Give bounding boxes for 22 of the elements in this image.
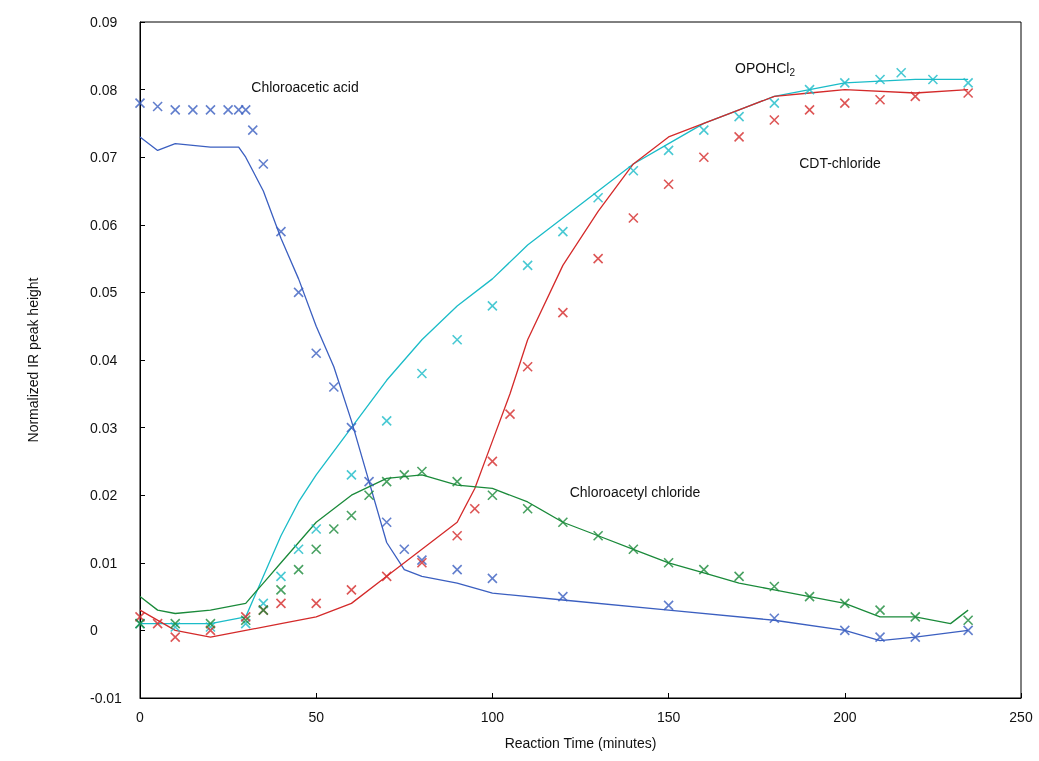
y-tick-label: 0.05 bbox=[90, 284, 118, 301]
y-tick-label: 0.06 bbox=[90, 216, 118, 233]
x-tick-label: 0 bbox=[136, 709, 145, 725]
y-tick-label: 0.09 bbox=[90, 14, 118, 30]
x-tick-label: 250 bbox=[1009, 709, 1033, 725]
x-tick-label: 100 bbox=[480, 709, 505, 725]
x-tick-label: 50 bbox=[308, 709, 325, 725]
y-tick-label: 0.03 bbox=[90, 419, 118, 436]
annotation: Chloroacetyl chloride bbox=[569, 484, 701, 500]
y-tick-label: 0.02 bbox=[90, 487, 118, 504]
y-tick-label: 0.08 bbox=[90, 81, 118, 98]
y-tick-label: 0.04 bbox=[90, 352, 118, 368]
y-tick-label: 0.07 bbox=[90, 149, 118, 166]
y-tick-label: 0.01 bbox=[90, 554, 118, 571]
annotation: Chloroacetic acid bbox=[251, 79, 359, 95]
x-tick-label: 150 bbox=[656, 709, 681, 725]
y-tick-label: 0 bbox=[90, 622, 98, 639]
y-tick-label: -0.01 bbox=[90, 690, 123, 706]
x-tick-label: 200 bbox=[833, 709, 857, 725]
x-axis-title: Reaction Time (minutes) bbox=[504, 735, 657, 751]
y-axis-title: Normalized IR peak height bbox=[25, 277, 41, 443]
annotation: CDT-chloride bbox=[799, 155, 882, 171]
